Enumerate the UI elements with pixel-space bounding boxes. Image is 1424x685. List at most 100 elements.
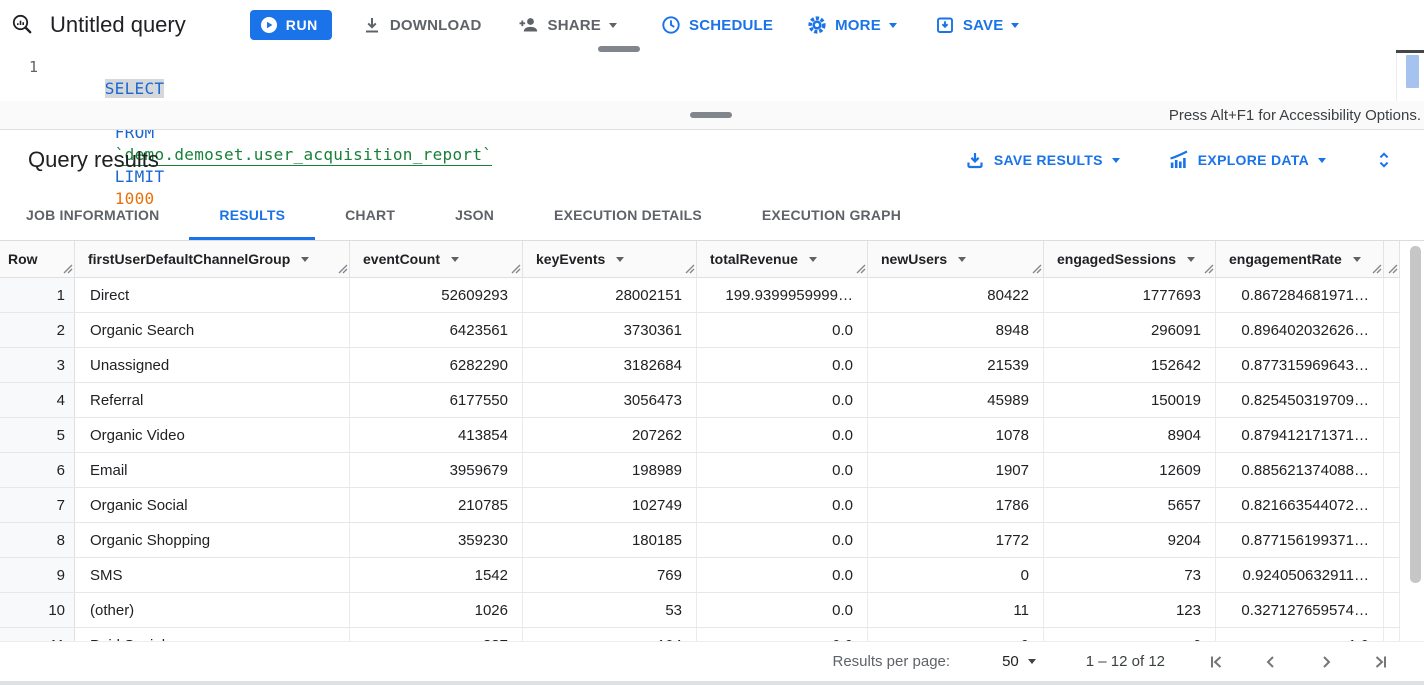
table-cell[interactable]: 0.0 xyxy=(697,418,868,452)
table-cell[interactable]: 102749 xyxy=(523,488,697,522)
table-cell[interactable]: 150019 xyxy=(1044,383,1216,417)
editor-resize-handle[interactable] xyxy=(598,46,640,52)
table-cell[interactable]: 0.0 xyxy=(697,558,868,592)
table-cell[interactable]: 45989 xyxy=(868,383,1044,417)
column-header-keyEvents[interactable]: keyEvents xyxy=(523,241,697,277)
table-cell[interactable]: 0.877315969643… xyxy=(1216,348,1384,382)
column-header-eventCount[interactable]: eventCount xyxy=(350,241,523,277)
table-cell[interactable]: Email xyxy=(75,453,350,487)
save-button[interactable]: SAVE xyxy=(935,15,1020,35)
download-button[interactable]: DOWNLOAD xyxy=(362,15,482,35)
table-cell[interactable]: 0.877156199371… xyxy=(1216,523,1384,557)
table-cell[interactable]: 210785 xyxy=(350,488,523,522)
table-cell[interactable]: 28002151 xyxy=(523,278,697,312)
table-cell[interactable]: 887 xyxy=(350,628,523,641)
table-cell[interactable]: 0.0 xyxy=(697,593,868,627)
column-menu-caret-icon[interactable] xyxy=(958,256,967,262)
table-cell[interactable]: 104 xyxy=(523,628,697,641)
table-cell[interactable]: 0.0 xyxy=(697,313,868,347)
table-cell[interactable]: 0.0 xyxy=(697,523,868,557)
table-cell[interactable]: 21539 xyxy=(868,348,1044,382)
column-menu-caret-icon[interactable] xyxy=(301,256,310,262)
table-cell[interactable]: 0.885621374088… xyxy=(1216,453,1384,487)
tab-execution-details[interactable]: EXECUTION DETAILS xyxy=(554,207,702,223)
table-cell[interactable]: 1777693 xyxy=(1044,278,1216,312)
table-cell[interactable]: 413854 xyxy=(350,418,523,452)
schedule-button[interactable]: SCHEDULE xyxy=(661,15,773,35)
expand-results-button[interactable] xyxy=(1374,150,1394,170)
table-cell[interactable]: 123 xyxy=(1044,593,1216,627)
column-menu-caret-icon[interactable] xyxy=(808,256,817,262)
table-cell[interactable]: 359230 xyxy=(350,523,523,557)
column-resize-handle[interactable] xyxy=(856,264,866,274)
table-cell[interactable]: 0.924050632911… xyxy=(1216,558,1384,592)
sql-code-line[interactable]: SELECT * FROM `demo.demoset.user_acquisi… xyxy=(65,56,493,232)
table-cell[interactable]: 1026 xyxy=(350,593,523,627)
table-cell[interactable]: 3730361 xyxy=(523,313,697,347)
table-cell[interactable]: 11 xyxy=(868,593,1044,627)
table-cell[interactable]: 80422 xyxy=(868,278,1044,312)
column-header-totalRevenue[interactable]: totalRevenue xyxy=(697,241,868,277)
table-cell[interactable]: 0.825450319709… xyxy=(1216,383,1384,417)
table-cell[interactable]: 73 xyxy=(1044,558,1216,592)
sql-editor[interactable]: 1 SELECT * FROM `demo.demoset.user_acqui… xyxy=(0,46,1424,208)
tab-job-information[interactable]: JOB INFORMATION xyxy=(26,207,160,223)
table-cell[interactable]: 1786 xyxy=(868,488,1044,522)
table-cell[interactable]: 180185 xyxy=(523,523,697,557)
table-cell[interactable]: 52609293 xyxy=(350,278,523,312)
table-cell[interactable]: Organic Social xyxy=(75,488,350,522)
table-cell[interactable]: 0.0 xyxy=(697,383,868,417)
table-cell[interactable]: Referral xyxy=(75,383,350,417)
table-cell[interactable]: SMS xyxy=(75,558,350,592)
table-cell[interactable]: 0.0 xyxy=(697,348,868,382)
table-cell[interactable]: 3959679 xyxy=(350,453,523,487)
table-cell[interactable]: 8948 xyxy=(868,313,1044,347)
column-header-engagementRate[interactable]: engagementRate xyxy=(1216,241,1384,277)
tab-chart[interactable]: CHART xyxy=(345,207,396,223)
table-cell[interactable]: 1907 xyxy=(868,453,1044,487)
column-resize-handle[interactable] xyxy=(1388,264,1398,274)
table-cell[interactable]: 0.879412171371… xyxy=(1216,418,1384,452)
table-cell[interactable]: 0.0 xyxy=(697,488,868,522)
previous-page-button[interactable] xyxy=(1260,651,1282,673)
table-cell[interactable]: Organic Search xyxy=(75,313,350,347)
table-cell[interactable]: 769 xyxy=(523,558,697,592)
table-cell[interactable]: 0.867284681971… xyxy=(1216,278,1384,312)
column-menu-caret-icon[interactable] xyxy=(616,256,625,262)
column-resize-handle[interactable] xyxy=(63,264,73,274)
table-cell[interactable]: 152642 xyxy=(1044,348,1216,382)
more-button[interactable]: MORE xyxy=(807,15,897,35)
column-menu-caret-icon[interactable] xyxy=(1187,256,1196,262)
table-cell[interactable]: Organic Shopping xyxy=(75,523,350,557)
column-header-row-number[interactable]: Row xyxy=(0,241,75,277)
table-cell[interactable]: 198989 xyxy=(523,453,697,487)
table-cell[interactable]: 199.9399959999… xyxy=(697,278,868,312)
column-menu-caret-icon[interactable] xyxy=(451,256,459,262)
tab-execution-graph[interactable]: EXECUTION GRAPH xyxy=(761,207,901,223)
table-cell[interactable]: 6282290 xyxy=(350,348,523,382)
column-header-newUsers[interactable]: newUsers xyxy=(868,241,1044,277)
table-cell[interactable]: 9204 xyxy=(1044,523,1216,557)
next-page-button[interactable] xyxy=(1315,651,1337,673)
sql-table-reference-link[interactable]: `demo.demoset.user_acquisition_report` xyxy=(114,145,493,166)
column-resize-handle[interactable] xyxy=(685,264,695,274)
table-cell[interactable]: Unassigned xyxy=(75,348,350,382)
tab-json[interactable]: JSON xyxy=(455,207,495,223)
table-cell[interactable]: 0.0 xyxy=(697,628,868,641)
table-cell[interactable]: 6177550 xyxy=(350,383,523,417)
last-page-button[interactable] xyxy=(1370,651,1392,673)
table-cell[interactable]: 3182684 xyxy=(523,348,697,382)
table-cell[interactable]: 1.0 xyxy=(1216,628,1384,641)
table-vertical-scrollbar[interactable] xyxy=(1410,246,1421,583)
table-cell[interactable]: 0.0 xyxy=(697,453,868,487)
table-cell[interactable]: 0.821663544072… xyxy=(1216,488,1384,522)
table-cell[interactable]: Direct xyxy=(75,278,350,312)
page-size-select[interactable]: 50 xyxy=(996,652,1042,671)
table-cell[interactable]: 1772 xyxy=(868,523,1044,557)
column-resize-handle[interactable] xyxy=(1032,264,1042,274)
table-cell[interactable]: 296091 xyxy=(1044,313,1216,347)
table-cell[interactable]: 8904 xyxy=(1044,418,1216,452)
table-cell[interactable]: 207262 xyxy=(523,418,697,452)
table-cell[interactable]: 0.896402032626… xyxy=(1216,313,1384,347)
explore-data-button[interactable]: EXPLORE DATA xyxy=(1168,150,1326,170)
